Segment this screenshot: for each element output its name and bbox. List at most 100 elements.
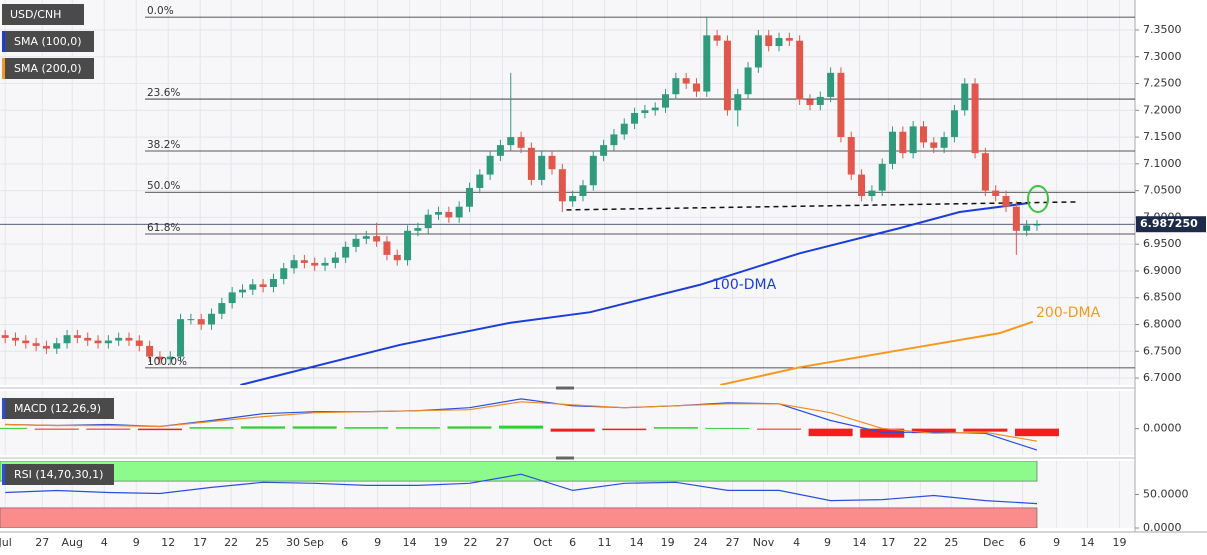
x-tick-label: 17 [193,536,207,549]
candle-body [156,356,164,360]
candle-body [414,228,422,231]
x-tick-label: 6 [341,536,348,549]
macd-histogram-bar [963,428,1008,432]
y-tick-label: 7.2500 [1143,77,1182,90]
x-tick-label: 30 [286,536,300,549]
macd-line [5,401,1038,442]
x-tick-label: 14 [853,536,867,549]
fib-label: 61.8% [147,222,180,234]
candle-body [827,72,835,97]
legend-box[interactable] [2,31,94,52]
candle-body [579,185,587,196]
candle-body [177,319,185,357]
legend-box[interactable] [2,58,94,79]
candle-body [104,340,112,344]
x-tick-label: Jul [0,536,12,549]
y-tick-label: 7.0500 [1143,184,1182,197]
x-tick-label: 27 [35,536,49,549]
annotation: 200-DMA [1036,305,1101,321]
candle-body [930,142,938,148]
candle-body [393,254,401,261]
candle-body [496,145,504,156]
candle-body [465,187,473,207]
y-tick-label: 6.7500 [1143,344,1182,357]
candle-body [589,155,597,186]
y-tick-label: 7.2000 [1143,103,1182,116]
candle-body [11,337,19,341]
legend: USD/CNH SMA (100,0) SMA (200,0) MACD (12… [2,4,114,485]
macd-histogram-bar [344,427,389,429]
candle-body [445,212,453,218]
candle-body [1002,195,1010,207]
candle-body [1033,224,1041,226]
candle-body [424,214,432,229]
rsi-band [0,507,1038,528]
candle-body [600,145,608,156]
x-tick-label: 19 [661,536,675,549]
candle-body [868,190,876,196]
candle-body [878,163,886,191]
candle-body [342,246,350,258]
candle-body [610,134,618,146]
legend-swatch [2,58,5,79]
candle-body [321,262,329,266]
macd-panel [0,391,1135,455]
legend-box[interactable] [2,4,84,25]
price-tag: 6.987250 [1136,216,1206,233]
legend-swatch [2,464,5,485]
macd-histogram-bar [653,427,698,429]
y-tick-label: 7.1500 [1143,130,1182,143]
candle-body [300,260,308,263]
candle-body [352,238,360,247]
x-tick-label: 27 [495,536,509,549]
candle-body [785,38,793,41]
x-tick-label: 6 [569,536,576,549]
candle-body [806,99,814,105]
macd-plot [0,398,1059,451]
fib-label: 100.0% [147,356,187,368]
legend-box[interactable] [2,464,114,485]
candle-body [992,190,1000,196]
candle-body [486,155,494,175]
candle-body [961,83,969,111]
candle-body [527,147,535,180]
candle-body [259,284,267,288]
legend-label: SMA (100,0) [14,35,82,48]
candle-body [42,345,50,349]
candle-body [940,137,948,148]
candle-body [84,337,92,341]
x-tick-label: 19 [434,536,448,549]
candle-body [249,284,257,290]
legend-swatch [2,31,5,52]
legend-label: SMA (200,0) [14,62,82,75]
x-tick-label: 6 [1019,536,1026,549]
candle-body [558,169,566,202]
x-tick-label: Sep [303,536,324,549]
macd-histogram-bar [602,428,647,431]
candle-body [404,230,412,261]
candle-body [796,40,804,100]
candle-body [981,153,989,191]
candle-body [754,35,762,68]
annotation: 100-DMA [712,277,777,293]
y-tick-label: 6.8500 [1143,291,1182,304]
resize-handle[interactable] [556,386,574,460]
x-tick-label: 22 [464,536,478,549]
x-tick-label: 9 [824,536,831,549]
legend-box[interactable] [2,398,114,419]
price-tag-box [1136,216,1206,233]
macd-histogram-bar [0,427,28,429]
fib-label: 50.0% [147,180,180,192]
x-tick-label: Oct [533,536,553,549]
x-tick-label: 19 [1113,536,1127,549]
highlight-ellipse [1027,185,1049,213]
rsi-plot [0,461,1038,528]
candle-body [909,126,917,154]
candle-body [682,78,690,84]
main-plot [0,16,1135,385]
macd-histogram-bar [499,425,544,429]
candle-body [765,35,773,47]
x-tick-label: 25 [944,536,958,549]
candle-body [569,195,577,202]
candle-body [290,260,298,269]
